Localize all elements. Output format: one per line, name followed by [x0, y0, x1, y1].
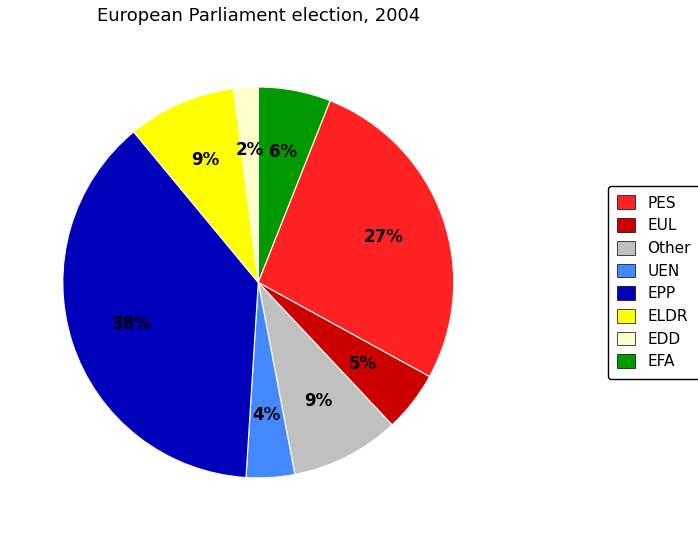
Wedge shape: [258, 282, 392, 475]
Text: 2%: 2%: [236, 141, 264, 159]
Legend: PES, EUL, Other, UEN, EPP, ELDR, EDD, EFA: PES, EUL, Other, UEN, EPP, ELDR, EDD, EF…: [608, 186, 698, 379]
Text: 9%: 9%: [304, 392, 333, 410]
Wedge shape: [63, 132, 258, 478]
Wedge shape: [246, 282, 295, 478]
Text: 6%: 6%: [269, 143, 297, 161]
Text: 9%: 9%: [191, 152, 220, 169]
Wedge shape: [234, 87, 258, 282]
Wedge shape: [258, 101, 454, 377]
Text: 27%: 27%: [364, 229, 403, 246]
Wedge shape: [258, 282, 429, 425]
Text: 38%: 38%: [112, 315, 151, 332]
Wedge shape: [258, 87, 330, 282]
Text: 4%: 4%: [253, 406, 281, 424]
Text: 5%: 5%: [349, 355, 378, 373]
Title: European Parliament election, 2004: European Parliament election, 2004: [96, 8, 420, 25]
Wedge shape: [134, 89, 258, 282]
